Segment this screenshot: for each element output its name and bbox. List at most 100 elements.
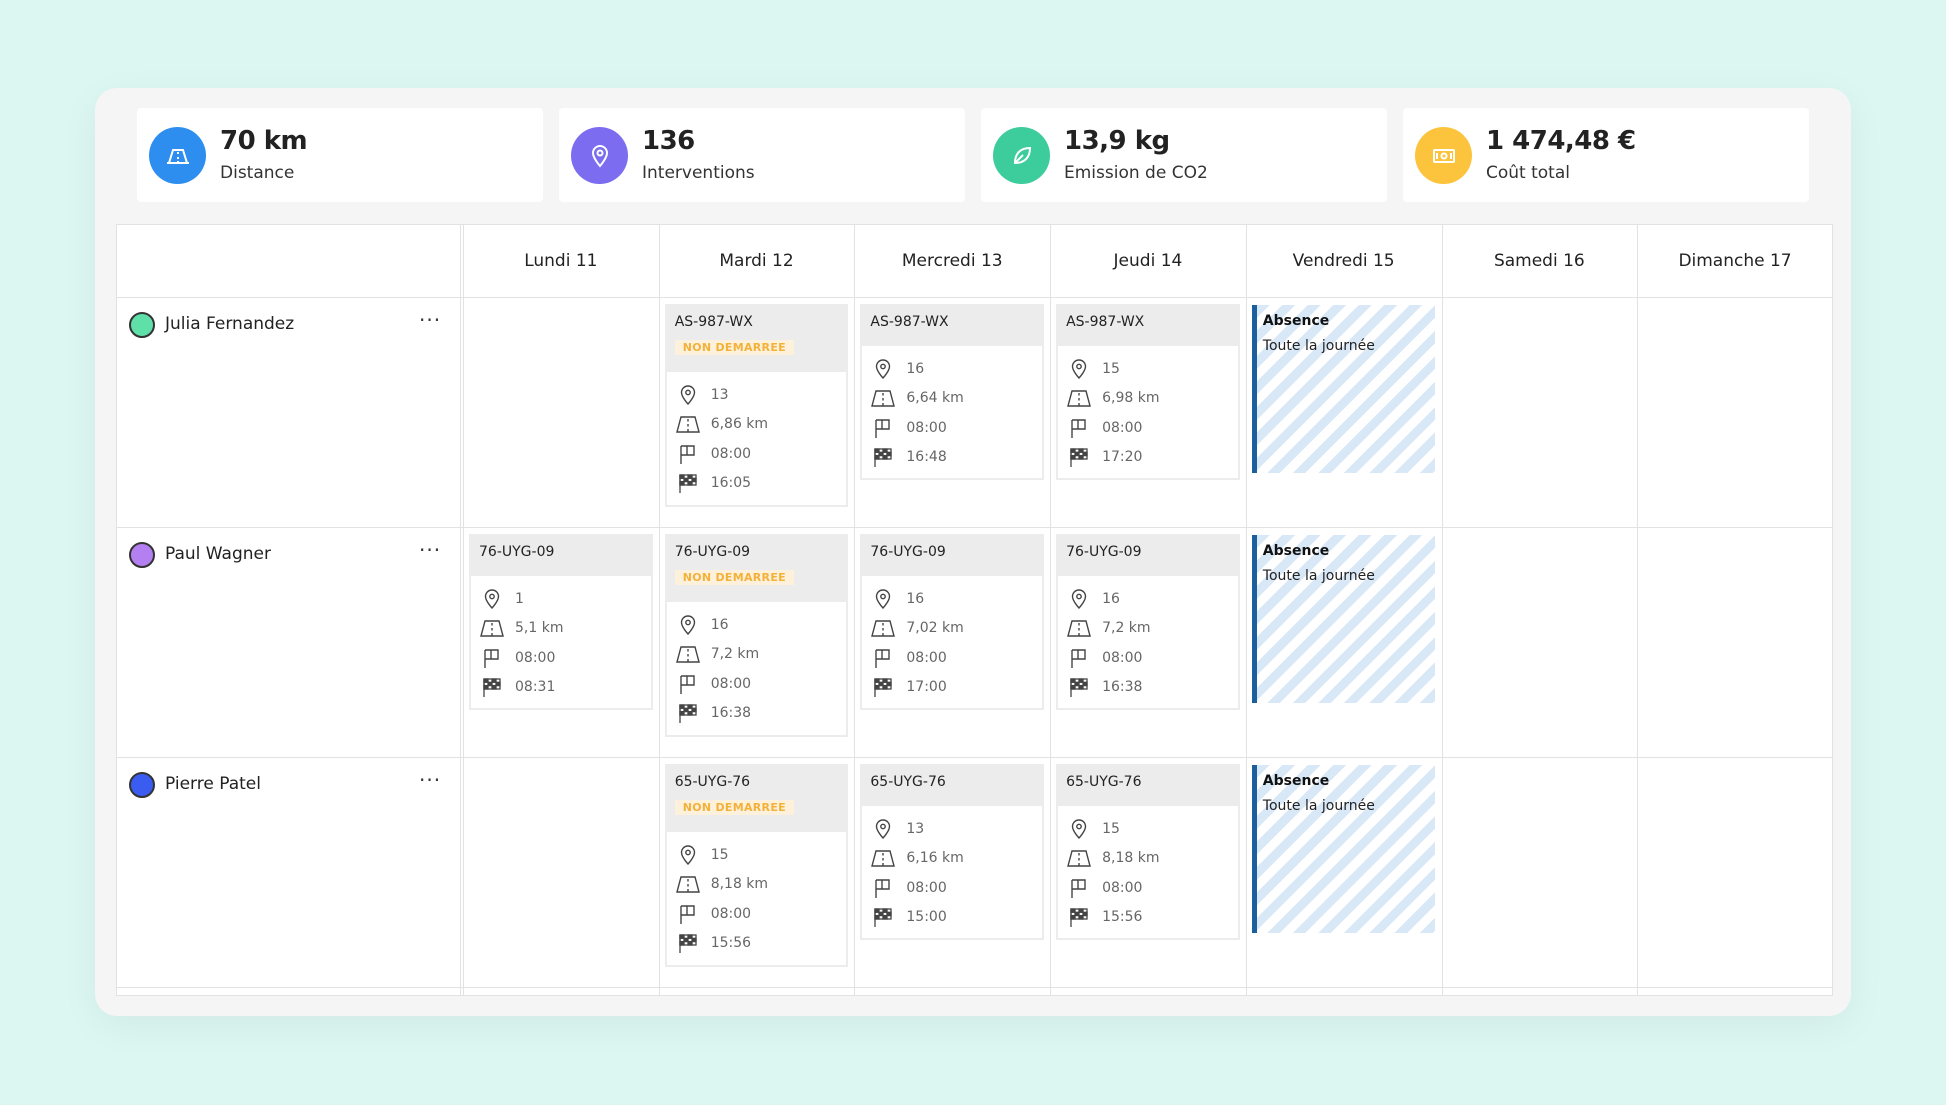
divider [1637, 225, 1638, 995]
start-time: 08:00 [1102, 879, 1143, 896]
flag-icon [1066, 647, 1092, 669]
stops-count: 16 [710, 616, 729, 633]
flag-icon [675, 903, 701, 925]
detail-row: 15 [1066, 814, 1238, 844]
road-icon [870, 387, 896, 409]
day-header: Lundi 11 [524, 251, 598, 271]
end-time: 15:56 [710, 935, 752, 952]
divider [463, 225, 464, 995]
absence-block[interactable]: Absence Toute la journée [1251, 765, 1436, 933]
location-pin-icon [675, 844, 701, 866]
status-badge: NON DEMARREE [674, 340, 794, 355]
tour-card-details: 15 8,18 km 08:00 15:56 [667, 832, 847, 958]
kpi-value: 1 474,48 € [1486, 126, 1636, 156]
tour-card-header: AS-987-WX [862, 306, 1043, 346]
location-pin-icon [675, 614, 701, 636]
detail-row: 17:20 [1066, 443, 1238, 473]
road-icon [1066, 847, 1092, 869]
tour-card[interactable]: 76-UYG-09 16 7,2 km 08:00 16:38 [1056, 534, 1240, 710]
detail-row: 5,1 km [479, 614, 651, 644]
tour-card-details: 16 6,64 km 08:00 16:48 [862, 346, 1042, 472]
distance-value: 6,64 km [906, 390, 964, 407]
person-row-header: Julia Fernandez ··· [129, 308, 459, 342]
road-icon [870, 847, 896, 869]
tour-card[interactable]: AS-987-WX 16 6,64 km 08:00 16:48 [860, 304, 1045, 480]
distance-value: 7,2 km [710, 646, 760, 663]
distance-value: 6,86 km [710, 416, 769, 433]
location-pin-icon [675, 384, 701, 406]
tour-card[interactable]: AS-987-WX 15 6,98 km 08:00 17:20 [1056, 304, 1240, 480]
more-options-icon[interactable]: ··· [419, 768, 442, 792]
detail-row: 7,2 km [1066, 614, 1238, 644]
tour-card[interactable]: 65-UYG-76 NON DEMARREE 15 8,18 km 08:00 15:56 [664, 764, 849, 967]
divider [117, 757, 1832, 758]
end-time: 15:00 [906, 909, 947, 926]
vehicle-plate: 65-UYG-76 [1066, 774, 1142, 790]
vehicle-plate: 76-UYG-09 [674, 544, 751, 560]
day-header: Mercredi 13 [901, 251, 1003, 271]
start-time: 08:00 [710, 445, 752, 462]
divider [460, 225, 461, 995]
detail-row: 13 [675, 380, 847, 410]
detail-row: 08:31 [479, 673, 651, 703]
road-icon [149, 127, 206, 184]
detail-row: 16 [1066, 584, 1238, 614]
detail-row: 16:48 [870, 443, 1042, 473]
flag-icon [1066, 877, 1092, 899]
start-time: 08:00 [710, 905, 752, 922]
tour-card[interactable]: 76-UYG-09 1 5,1 km 08:00 08:31 [469, 534, 653, 710]
stops-count: 15 [710, 846, 729, 863]
more-options-icon[interactable]: ··· [419, 538, 442, 562]
start-time: 08:00 [515, 649, 556, 666]
tour-card-header: 76-UYG-09 NON DEMARREE [666, 536, 847, 602]
tour-card-header: 76-UYG-09 [1058, 536, 1238, 576]
distance-value: 7,2 km [1102, 620, 1151, 637]
tour-card-details: 16 7,2 km 08:00 16:38 [1058, 576, 1238, 702]
flag-icon [675, 443, 701, 465]
detail-row: 08:00 [870, 873, 1042, 903]
start-time: 08:00 [1102, 419, 1143, 436]
detail-row: 15:56 [1066, 903, 1238, 933]
more-options-icon[interactable]: ··· [419, 308, 442, 332]
location-pin-icon [1066, 818, 1092, 840]
vehicle-plate: 76-UYG-09 [1066, 544, 1142, 560]
location-pin-icon [571, 127, 628, 184]
absence-block[interactable]: Absence Toute la journée [1251, 305, 1436, 473]
detail-row: 8,18 km [675, 870, 847, 900]
detail-row: 16:38 [1066, 673, 1238, 703]
end-time: 16:05 [710, 475, 752, 492]
vehicle-plate: AS-987-WX [674, 314, 753, 330]
kpi-card: 136 Interventions [559, 108, 965, 202]
absence-subtitle: Toute la journée [1262, 338, 1375, 354]
flag-icon [675, 673, 701, 695]
detail-row: 08:00 [870, 413, 1042, 443]
tour-card[interactable]: 65-UYG-76 15 8,18 km 08:00 15:56 [1056, 764, 1240, 940]
tour-card[interactable]: 76-UYG-09 NON DEMARREE 16 7,2 km 08:00 16:38 [664, 534, 849, 737]
tour-card[interactable]: 65-UYG-76 13 6,16 km 08:00 15:00 [860, 764, 1045, 940]
day-header: Jeudi 14 [1113, 251, 1183, 271]
avatar [129, 312, 155, 338]
detail-row: 6,16 km [870, 844, 1042, 874]
absence-title: Absence [1262, 773, 1330, 789]
person-name: Julia Fernandez [165, 314, 295, 334]
vehicle-plate: 65-UYG-76 [870, 774, 946, 790]
tour-card-header: 65-UYG-76 [862, 766, 1043, 806]
detail-row: 15:00 [870, 903, 1042, 933]
absence-block[interactable]: Absence Toute la journée [1251, 535, 1436, 703]
flag-icon [870, 877, 896, 899]
tour-card[interactable]: 76-UYG-09 16 7,02 km 08:00 17:00 [860, 534, 1045, 710]
detail-row: 1 [479, 584, 651, 614]
checkered-flag-icon [870, 446, 896, 468]
divider [1246, 225, 1247, 995]
end-time: 15:56 [1102, 909, 1143, 926]
avatar [129, 542, 155, 568]
road-icon [870, 617, 896, 639]
detail-row: 08:00 [479, 643, 651, 673]
kpi-card: 1 474,48 € Coût total [1403, 108, 1809, 202]
divider [854, 225, 855, 995]
detail-row: 16:38 [675, 699, 847, 729]
stops-count: 15 [1102, 360, 1120, 377]
stops-count: 1 [515, 590, 524, 607]
tour-card[interactable]: AS-987-WX NON DEMARREE 13 6,86 km 08:00 16:05 [664, 304, 849, 507]
dashboard-panel: 70 km Distance 136 Interventions 13,9 kg Emis… [95, 88, 1851, 1016]
